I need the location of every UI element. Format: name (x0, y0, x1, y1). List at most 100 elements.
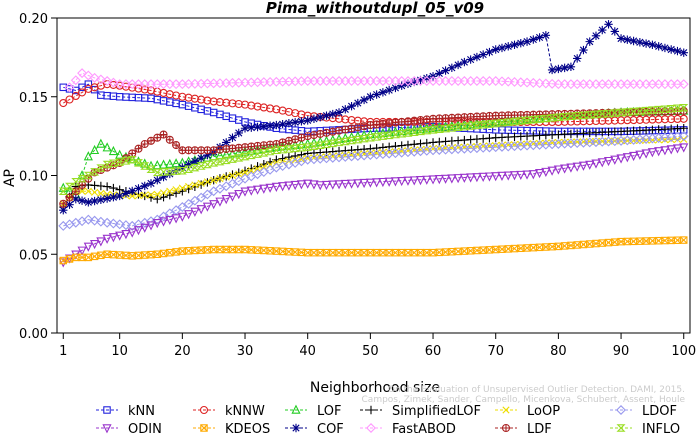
data-point-inflo (165, 167, 175, 176)
data-point-ldf (247, 142, 256, 151)
data-point-fastabod (95, 74, 106, 85)
data-point-lof (234, 147, 244, 157)
data-point-loop (178, 184, 186, 192)
data-point-odin (472, 173, 482, 183)
data-point-inflo (253, 150, 263, 158)
data-point-knnw (209, 97, 218, 106)
data-point-fastabod (515, 77, 526, 88)
data-point-kdeos (410, 248, 418, 257)
legend-item-knnw: kNNW (193, 404, 265, 419)
data-point-odin (641, 149, 651, 159)
data-point-cof (666, 45, 676, 54)
data-point-inflo (547, 114, 557, 122)
data-point-odin (491, 172, 501, 182)
data-point-ldf (71, 187, 80, 196)
data-point-loop (297, 155, 306, 163)
y-tick-label: 0.10 (19, 170, 48, 185)
data-point-knnw (190, 94, 199, 103)
legend-marker (199, 405, 209, 415)
data-point-odin (522, 170, 532, 180)
data-point-odin (672, 144, 683, 154)
data-point-odin (90, 240, 100, 250)
data-point-inflo (591, 110, 601, 119)
data-point-knnw (566, 117, 575, 126)
data-point-inflo (309, 142, 319, 150)
data-point-odin (221, 195, 231, 205)
data-point-knnw (172, 91, 181, 100)
data-point-cof (159, 172, 168, 182)
data-point-inflo (654, 105, 664, 114)
data-point-knnw (617, 116, 626, 125)
data-point-odin (321, 180, 332, 191)
data-point-knnw (573, 117, 582, 126)
data-point-lof (96, 138, 106, 148)
data-point-odin (359, 178, 369, 189)
data-point-cof (410, 77, 419, 87)
data-point-ldf (259, 141, 268, 150)
data-point-knn (191, 104, 199, 112)
data-point-inflo (434, 125, 444, 133)
data-point-inflo (372, 133, 382, 141)
data-point-ldof (95, 216, 106, 227)
data-point-knnw (121, 82, 130, 91)
data-point-cof (372, 90, 381, 99)
data-point-cof (278, 119, 287, 129)
y-tick-label: 0.20 (19, 12, 48, 27)
data-point-inflo (553, 113, 563, 121)
data-point-inflo (478, 121, 488, 129)
data-point-cof (535, 33, 544, 42)
data-point-kdeos (134, 251, 143, 260)
data-point-knnw (347, 116, 356, 125)
data-point-ldf (134, 144, 143, 153)
data-point-odin (597, 158, 607, 168)
legend-marker (200, 424, 208, 432)
x-tick-label: 20 (174, 344, 191, 359)
data-point-cof (253, 122, 262, 132)
data-point-kdeos (140, 251, 149, 259)
data-point-ldf (422, 115, 431, 124)
data-point-inflo (679, 104, 689, 112)
data-point-inflo (466, 122, 476, 130)
data-point-cof (679, 48, 688, 57)
legend-label: SimplifiedLOF (392, 404, 481, 419)
data-point-cof (604, 20, 613, 29)
x-axis-label: Neighborhood size (310, 380, 440, 396)
x-tick-label: 60 (425, 344, 442, 359)
data-point-lof (115, 149, 125, 159)
data-point-odin (365, 178, 375, 188)
data-point-cof (109, 193, 118, 202)
data-point-loop (185, 182, 193, 191)
data-point-cof (566, 62, 576, 72)
data-point-cof (598, 25, 607, 35)
data-point-odin (102, 234, 112, 244)
data-point-inflo (71, 178, 81, 186)
data-point-cof (322, 111, 331, 120)
data-point-ldof (83, 214, 94, 225)
data-point-odin (447, 174, 457, 184)
data-point-simplifiedlof (165, 190, 175, 200)
data-point-knnw (266, 104, 275, 113)
data-point-cof (441, 66, 450, 75)
data-point-odin (466, 173, 476, 183)
data-point-knnw (291, 109, 300, 118)
data-point-cof (504, 42, 513, 51)
data-point-cof (228, 133, 237, 142)
data-point-cof (203, 150, 212, 160)
data-point-odin (654, 147, 664, 157)
data-point-inflo (347, 136, 357, 145)
data-point-kdeos (159, 249, 168, 258)
legend-marker (366, 405, 376, 415)
data-point-knnw (222, 98, 231, 107)
data-point-ldof (183, 198, 194, 209)
data-point-fastabod (509, 76, 520, 87)
data-point-odin (503, 171, 513, 181)
data-point-cof (610, 27, 619, 36)
data-point-cof (522, 37, 532, 46)
legend-marker (291, 423, 301, 433)
data-point-inflo (271, 146, 281, 155)
data-point-odin (516, 170, 526, 181)
data-point-ldf (334, 126, 344, 135)
data-point-odin (240, 187, 250, 197)
data-point-odin (64, 254, 75, 264)
